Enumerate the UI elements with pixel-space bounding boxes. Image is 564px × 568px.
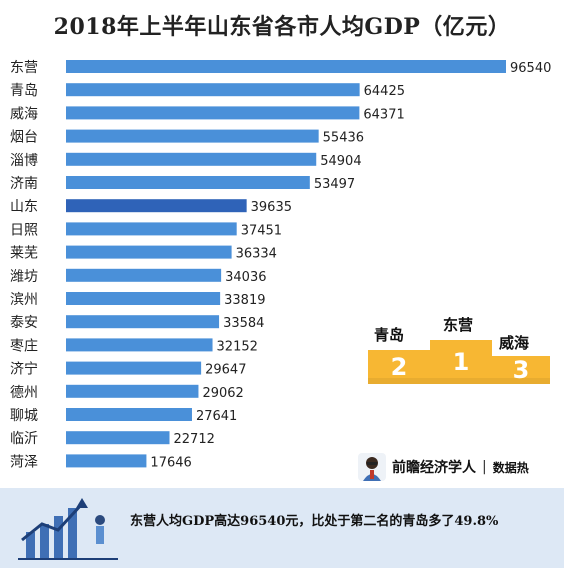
podium: 青岛 东营 威海 2 1 3 (368, 310, 553, 390)
value-label: 36334 (236, 247, 277, 262)
chart-title: 2018年上半年山东省各市人均GDP（亿元） (53, 14, 511, 40)
value-label: 34036 (225, 270, 266, 285)
growth-chart-icon (18, 498, 118, 560)
bar-chart: 东营 96540 青岛 64425 威海 64371 烟台 55436 淄博 54904 济南 534… (10, 60, 551, 470)
bar (66, 315, 220, 329)
value-label: 33819 (224, 293, 265, 308)
bar (66, 454, 147, 468)
title-bar: 2018年上半年山东省各市人均GDP（亿元） (0, 0, 564, 50)
value-label: 53497 (314, 177, 355, 192)
category-label: 山东 (10, 199, 38, 215)
value-label: 64371 (363, 107, 404, 122)
category-label: 泰安 (10, 315, 38, 331)
bar (66, 338, 213, 352)
bar (66, 106, 360, 120)
category-label: 济宁 (10, 361, 38, 378)
value-label: 17646 (150, 455, 191, 470)
category-label: 莱芜 (10, 245, 38, 262)
bar (66, 292, 221, 305)
value-label: 55436 (323, 131, 364, 146)
category-label: 潍坊 (10, 269, 38, 285)
value-label: 29647 (205, 363, 246, 378)
value-label: 96540 (510, 61, 551, 76)
bar (66, 129, 319, 143)
value-label: 32152 (217, 339, 258, 354)
category-label: 日照 (10, 222, 38, 238)
value-label: 22712 (174, 432, 215, 447)
bar (66, 431, 170, 445)
bar (66, 361, 202, 375)
bar (66, 222, 237, 236)
bar (66, 176, 310, 189)
value-label: 27641 (196, 409, 237, 424)
category-label: 菏泽 (10, 454, 38, 470)
category-label: 聊城 (10, 408, 38, 424)
podium-second-block: 2 (368, 350, 430, 384)
brand-separator: | (482, 459, 487, 475)
category-label: 济南 (10, 176, 38, 192)
bar (66, 268, 222, 282)
podium-third-label: 威海 (499, 334, 530, 352)
bar (66, 60, 506, 73)
bar (66, 384, 199, 398)
bar (66, 245, 232, 259)
brand: 前瞻经济学人 | 数据热 (358, 452, 529, 482)
podium-second-label: 青岛 (374, 326, 405, 344)
value-label: 64425 (364, 84, 405, 99)
category-label: 淄博 (10, 152, 38, 169)
brand-tag: 数据热 (492, 460, 529, 475)
category-label: 滨州 (10, 292, 38, 308)
podium-first-block: 1 (430, 340, 492, 384)
category-label: 德州 (10, 385, 38, 401)
value-label: 39635 (251, 200, 292, 215)
podium-third-block: 3 (492, 356, 550, 384)
value-label: 29062 (202, 386, 243, 401)
category-label: 青岛 (10, 83, 38, 99)
bar (66, 408, 192, 421)
brand-name: 前瞻经济学人 (392, 460, 476, 476)
footer-note-panel: 东营人均GDP高达96540元，比处于第二名的青岛多了49.8% (0, 488, 564, 568)
category-label: 枣庄 (10, 337, 38, 354)
category-label: 威海 (10, 106, 38, 122)
bar (66, 199, 247, 213)
category-label: 临沂 (10, 431, 38, 447)
podium-first-label: 东营 (443, 316, 474, 334)
footer-note: 东营人均GDP高达96540元，比处于第二名的青岛多了49.8% (130, 514, 499, 529)
bar (66, 83, 360, 97)
value-label: 37451 (241, 223, 282, 238)
category-label: 东营 (10, 60, 38, 76)
value-label: 54904 (320, 154, 361, 169)
bar (66, 152, 317, 166)
value-label: 33584 (223, 316, 264, 331)
category-label: 烟台 (10, 130, 38, 146)
economist-avatar-icon (358, 453, 386, 481)
